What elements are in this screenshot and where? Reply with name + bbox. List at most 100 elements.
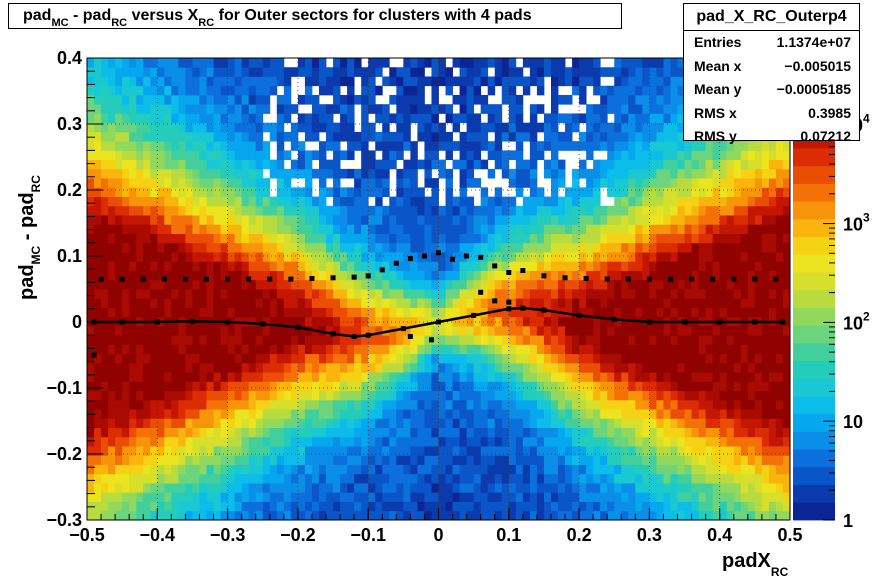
heatmap-cell [586, 169, 593, 179]
heatmap-cell [481, 354, 488, 364]
heatmap-cell [713, 344, 720, 354]
heatmap-cell [713, 243, 720, 253]
heatmap-cell [199, 492, 206, 502]
heatmap-cell [530, 381, 537, 391]
heatmap-cell [263, 391, 270, 401]
heatmap-cell [157, 67, 164, 77]
heatmap-cell [572, 197, 579, 207]
heatmap-cell [375, 317, 382, 327]
heatmap-cell [164, 409, 171, 419]
heatmap-cell [439, 428, 446, 438]
heatmap-cell [228, 58, 235, 68]
heatmap-cell [382, 58, 389, 68]
heatmap-cell [396, 280, 403, 290]
heatmap-cell [143, 465, 150, 475]
heatmap-cell [340, 58, 347, 68]
heatmap-cell [670, 335, 677, 345]
heatmap-cell [143, 289, 150, 299]
heatmap-cell [178, 307, 185, 317]
heatmap-cell [228, 363, 235, 373]
heatmap-cell [354, 400, 361, 410]
heatmap-cell [122, 160, 129, 170]
heatmap-cell [649, 363, 656, 373]
heatmap-cell [319, 187, 326, 197]
y-tick-label: 0 [72, 312, 82, 332]
heatmap-cell [692, 335, 699, 345]
heatmap-cell [727, 428, 734, 438]
heatmap-cell [375, 67, 382, 77]
heatmap-cell [558, 224, 565, 234]
heatmap-cell [235, 243, 242, 253]
heatmap-cell [460, 474, 467, 484]
heatmap-cell [354, 492, 361, 502]
heatmap-cell [748, 455, 755, 465]
series-marker [422, 254, 427, 259]
heatmap-cell [488, 502, 495, 512]
heatmap-cell [579, 446, 586, 456]
heatmap-cell [143, 298, 150, 308]
heatmap-cell [108, 86, 115, 96]
heatmap-cell [263, 243, 270, 253]
heatmap-cell [685, 418, 692, 428]
heatmap-cell [143, 344, 150, 354]
heatmap-cell [663, 104, 670, 114]
heatmap-cell [762, 428, 769, 438]
heatmap-cell [221, 113, 228, 123]
heatmap-cell [453, 344, 460, 354]
heatmap-cell [755, 437, 762, 447]
heatmap-cell [755, 502, 762, 512]
heatmap-cell [621, 215, 628, 225]
heatmap-cell [270, 492, 277, 502]
heatmap-cell [481, 409, 488, 419]
heatmap-cell [108, 326, 115, 336]
heatmap-cell [670, 400, 677, 410]
heatmap-cell [593, 261, 600, 271]
heatmap-cell [431, 160, 438, 170]
heatmap-cell [284, 178, 291, 188]
heatmap-cell [621, 372, 628, 382]
heatmap-cell [235, 197, 242, 207]
heatmap-cell [150, 261, 157, 271]
heatmap-cell [263, 474, 270, 484]
heatmap-cell [649, 86, 656, 96]
heatmap-cell [460, 76, 467, 86]
heatmap-cell [424, 511, 431, 521]
heatmap-cell [678, 271, 685, 281]
heatmap-cell [199, 335, 206, 345]
heatmap-cell [178, 86, 185, 96]
heatmap-cell [312, 354, 319, 364]
heatmap-cell [417, 215, 424, 225]
heatmap-cell [474, 261, 481, 271]
heatmap-cell [537, 428, 544, 438]
heatmap-cell [635, 280, 642, 290]
heatmap-cell [382, 169, 389, 179]
heatmap-cell [108, 160, 115, 170]
heatmap-cell [298, 224, 305, 234]
heatmap-cell [256, 243, 263, 253]
heatmap-cell [713, 326, 720, 336]
heatmap-cell [579, 474, 586, 484]
heatmap-cell [642, 252, 649, 262]
heatmap-cell [136, 104, 143, 114]
heatmap-cell [192, 400, 199, 410]
heatmap-cell [678, 428, 685, 438]
heatmap-cell [663, 381, 670, 391]
heatmap-cell [242, 483, 249, 493]
heatmap-cell [748, 474, 755, 484]
heatmap-cell [305, 113, 312, 123]
heatmap-cell [537, 234, 544, 244]
heatmap-cell [488, 76, 495, 86]
heatmap-cell [516, 104, 523, 114]
heatmap-cell [157, 169, 164, 179]
heatmap-cell [312, 280, 319, 290]
heatmap-cell [389, 502, 396, 512]
heatmap-cell [115, 197, 122, 207]
heatmap-cell [312, 113, 319, 123]
heatmap-cell [361, 307, 368, 317]
heatmap-cell [614, 113, 621, 123]
heatmap-cell [502, 197, 509, 207]
heatmap-cell [249, 418, 256, 428]
heatmap-cell [347, 252, 354, 262]
heatmap-cell [305, 206, 312, 216]
heatmap-cell [558, 280, 565, 290]
